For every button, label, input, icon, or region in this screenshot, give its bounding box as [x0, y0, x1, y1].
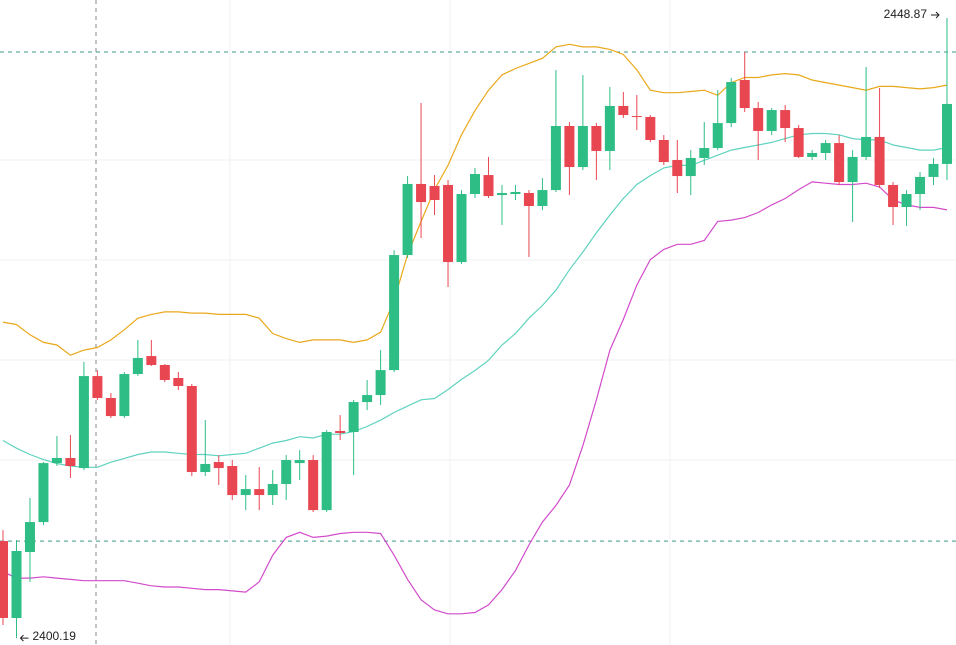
candle-body — [577, 125, 588, 168]
candle-body — [213, 462, 224, 469]
candle-body — [375, 370, 386, 396]
candle-body — [0, 541, 8, 618]
candle-body — [699, 148, 710, 158]
candle-body — [793, 128, 804, 157]
candle-body — [685, 157, 696, 177]
candle-body — [146, 356, 157, 365]
candle-body — [11, 550, 22, 618]
candle-body — [753, 108, 764, 131]
candle-body — [51, 457, 62, 464]
candle-body — [523, 193, 534, 206]
candle-body — [888, 184, 899, 208]
candle-body — [739, 80, 750, 109]
candle-body — [874, 136, 885, 185]
candle-body — [928, 163, 939, 177]
candle-body — [38, 463, 49, 523]
candle-body — [847, 156, 858, 183]
candle-body — [78, 376, 89, 469]
candle-body — [348, 402, 359, 432]
candle-body — [173, 377, 184, 387]
candle-body — [416, 183, 427, 203]
candle-body — [604, 105, 615, 151]
candle-body — [631, 116, 642, 118]
annotation-label: 2400.19 — [32, 629, 76, 643]
candle-body — [726, 82, 737, 124]
candle-body — [510, 191, 521, 195]
candle-body — [470, 174, 480, 195]
candle-body — [132, 357, 143, 375]
candle-body — [402, 183, 413, 256]
candle-body — [456, 194, 467, 263]
candle-body — [780, 110, 791, 129]
candle-body — [915, 176, 926, 195]
candle-body — [227, 466, 238, 496]
band-line — [2, 43, 948, 356]
candle-body — [267, 483, 278, 496]
candle-body — [281, 460, 292, 484]
candle-body — [119, 374, 130, 417]
annotation-arrow — [931, 11, 940, 19]
candle-body — [483, 175, 494, 197]
candle-body — [901, 194, 912, 208]
annotation-label: 2448.87 — [884, 7, 928, 21]
annotation-arrow — [19, 634, 29, 642]
candle-body — [65, 457, 76, 467]
candle-body — [389, 255, 400, 371]
candle-body — [186, 386, 197, 472]
candle-body — [550, 125, 561, 191]
candle-body — [159, 364, 170, 381]
candle-body — [294, 460, 305, 464]
candle-body — [321, 431, 332, 511]
candle-body — [658, 140, 669, 163]
candle-body — [712, 123, 723, 149]
candle-body — [200, 463, 211, 472]
candle-body — [820, 143, 831, 154]
candle-body — [766, 110, 777, 131]
candle-body — [362, 395, 373, 403]
candle-body — [240, 489, 251, 496]
candle-body — [861, 136, 872, 157]
candle-body — [443, 184, 454, 263]
candle-body — [24, 522, 35, 553]
candle-body — [942, 103, 952, 164]
candle-body — [254, 489, 265, 496]
candle-body — [105, 397, 116, 417]
candle-body — [645, 116, 656, 141]
band-line — [2, 132, 948, 468]
candle-body — [537, 190, 548, 206]
candle-body — [834, 143, 845, 183]
candle-body — [429, 185, 440, 201]
candle-body — [335, 430, 346, 434]
candle-body — [672, 160, 683, 177]
band-line — [2, 181, 948, 615]
candle-body — [92, 376, 103, 398]
candle-body — [807, 153, 818, 157]
candle-body — [496, 193, 507, 196]
candle-body — [564, 125, 575, 168]
candle-body — [591, 125, 602, 151]
candle-body — [308, 460, 319, 511]
candle-body — [618, 105, 629, 116]
